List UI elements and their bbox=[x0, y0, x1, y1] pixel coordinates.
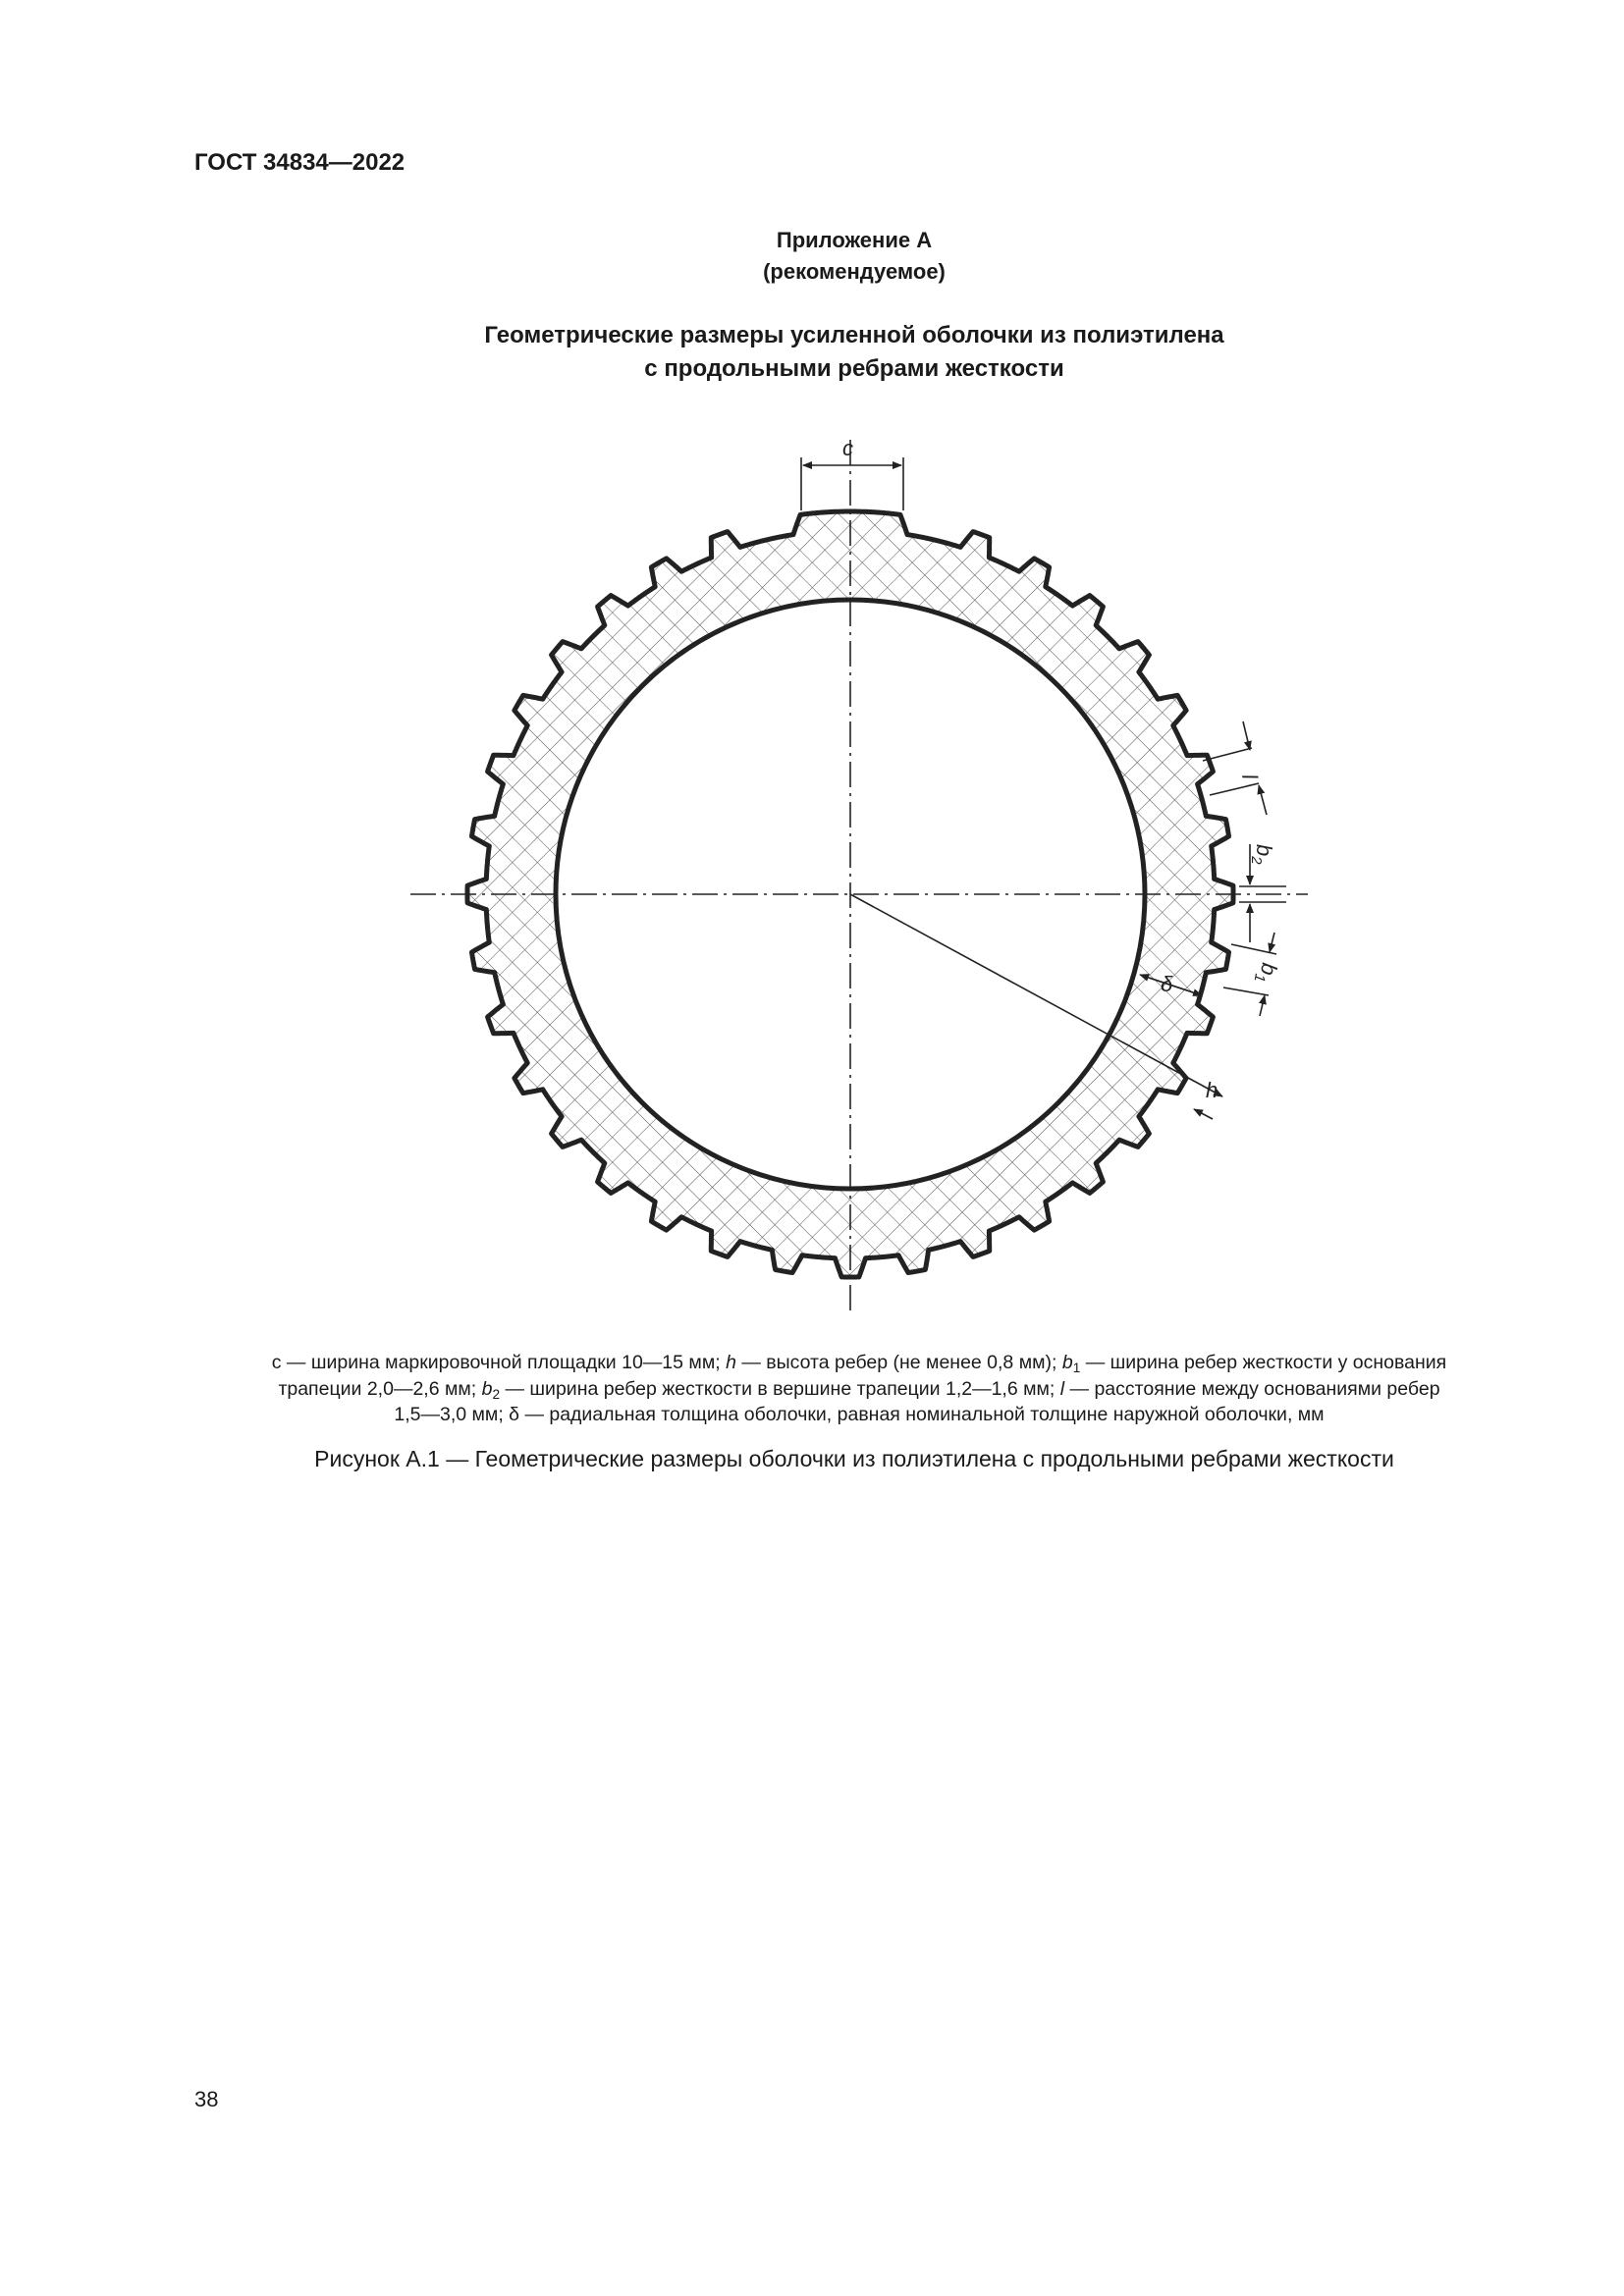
label-h: h bbox=[1206, 1078, 1218, 1102]
document-header: ГОСТ 34834—2022 bbox=[194, 149, 406, 176]
legend-text: 2 bbox=[492, 1386, 501, 1402]
dimension-l-extension bbox=[1202, 747, 1253, 762]
dimension-b1-extension bbox=[1222, 987, 1270, 996]
label-c: c bbox=[842, 436, 853, 460]
legend-text: — расстояние между основаниями ребер bbox=[1064, 1377, 1440, 1400]
dimension-h-arrow bbox=[1193, 1108, 1214, 1120]
legend-text: l bbox=[1059, 1377, 1065, 1400]
section-title-line1: Геометрические размеры усиленной оболочк… bbox=[484, 322, 1224, 348]
legend-text: — ширина ребер жесткости у основания bbox=[1080, 1352, 1447, 1373]
figure-caption: Рисунок А.1 — Геометрические размеры обо… bbox=[314, 1446, 1394, 1471]
legend-line: c — ширина маркировочной площадки 10—15 … bbox=[187, 1350, 1532, 1376]
appendix-title: Приложение А bbox=[776, 228, 933, 252]
dimension-l-arrow bbox=[1242, 721, 1252, 751]
label-b2: b2 bbox=[1248, 844, 1276, 865]
legend-text: b bbox=[1061, 1352, 1073, 1373]
legend: c — ширина маркировочной площадки 10—15 … bbox=[187, 1350, 1532, 1428]
dimension-l-arrow bbox=[1257, 784, 1268, 816]
section-title-line2: с продольными ребрами жесткости bbox=[644, 355, 1064, 382]
dimension-b1-arrow bbox=[1268, 932, 1276, 953]
legend-text: 1,5—3,0 мм; δ — радиальная толщина оболо… bbox=[394, 1404, 1325, 1425]
radius-line bbox=[849, 893, 1223, 1097]
page-number: 38 bbox=[194, 2087, 219, 2111]
dimension-delta-arrow bbox=[1148, 977, 1203, 996]
legend-text: h bbox=[726, 1352, 736, 1373]
legend-text: c — ширина маркировочной площадки 10—15 … bbox=[271, 1352, 727, 1373]
appendix-status: (рекомендуемое) bbox=[763, 259, 946, 284]
legend-text: 1 bbox=[1072, 1361, 1081, 1375]
legend-text: трапеции 2,0—2,6 мм; bbox=[278, 1377, 482, 1400]
legend-text: — ширина ребер жесткости в вершине трапе… bbox=[500, 1377, 1060, 1400]
centerlines bbox=[410, 440, 1308, 1313]
legend-line: 1,5—3,0 мм; δ — радиальная толщина оболо… bbox=[187, 1402, 1532, 1428]
dimension-b1-arrow bbox=[1259, 994, 1267, 1017]
legend-text: b bbox=[481, 1377, 493, 1400]
legend-line: трапеции 2,0—2,6 мм; b2 — ширина ребер ж… bbox=[187, 1376, 1532, 1403]
legend-text: — высота ребер (не менее 0,8 мм); bbox=[735, 1352, 1062, 1373]
label-delta: δ bbox=[1161, 972, 1173, 996]
label-b1: b1 bbox=[1251, 960, 1282, 985]
dimension-c bbox=[800, 457, 904, 510]
label-l: l bbox=[1237, 773, 1263, 782]
dimension-l-extension bbox=[1209, 782, 1260, 796]
